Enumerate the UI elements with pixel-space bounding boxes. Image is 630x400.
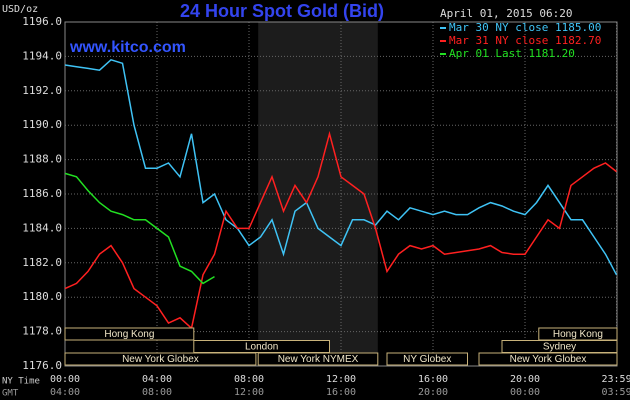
legend-label: Mar 31 NY close 1182.70 bbox=[449, 34, 601, 47]
price-line bbox=[64, 130, 617, 330]
session-box bbox=[257, 352, 379, 366]
y-tick-label: 1182.0 bbox=[22, 256, 62, 269]
x-tick-label: 23:59 bbox=[601, 374, 630, 385]
gmt-tick-label: 12:00 bbox=[234, 387, 264, 398]
x-tick-label: 20:00 bbox=[510, 374, 540, 385]
y-tick-label: 1178.0 bbox=[22, 325, 62, 338]
y-tick-label: 1194.0 bbox=[22, 49, 62, 62]
gmt-tick-label: 16:00 bbox=[326, 387, 356, 398]
price-line bbox=[64, 172, 215, 285]
x-axis-label: NY Time bbox=[2, 377, 40, 387]
session-label: New York Globex bbox=[510, 354, 587, 365]
chart-title: 24 Hour Spot Gold (Bid) bbox=[180, 1, 384, 21]
y-tick-label: 1186.0 bbox=[22, 187, 62, 200]
y-tick-label: 1180.0 bbox=[22, 290, 62, 303]
site-label: www.kitco.com bbox=[69, 39, 186, 56]
y-tick-label: 1192.0 bbox=[22, 84, 62, 97]
session-box bbox=[478, 352, 618, 366]
session-box bbox=[64, 327, 195, 341]
session-box bbox=[64, 352, 257, 366]
x-tick-label: 04:00 bbox=[142, 374, 172, 385]
x-tick-label: 08:00 bbox=[234, 374, 264, 385]
session-label: New York NYMEX bbox=[278, 354, 359, 365]
timestamp: April 01, 2015 06:20 bbox=[440, 7, 572, 20]
y-tick-label: 1196.0 bbox=[22, 15, 62, 28]
gmt-tick-label: 03:59 bbox=[601, 387, 630, 398]
price-line bbox=[64, 58, 618, 276]
gmt-tick-label: 04:00 bbox=[50, 387, 80, 398]
session-label: London bbox=[245, 342, 278, 353]
session-label: NY Globex bbox=[403, 354, 451, 365]
x-tick-label: 00:00 bbox=[50, 374, 80, 385]
session-label: Sydney bbox=[543, 342, 576, 353]
session-label: Hong Kong bbox=[104, 329, 154, 340]
x-axis-label: GMT bbox=[2, 389, 19, 399]
session-label: New York Globex bbox=[122, 354, 199, 365]
x-tick-label: 16:00 bbox=[418, 374, 448, 385]
gmt-tick-label: 08:00 bbox=[142, 387, 172, 398]
y-tick-label: 1176.0 bbox=[22, 359, 62, 372]
y-tick-label: 1190.0 bbox=[22, 118, 62, 131]
y-tick-label: 1188.0 bbox=[22, 153, 62, 166]
legend-label: Mar 30 NY close 1185.00 bbox=[449, 21, 601, 34]
plot-frame bbox=[64, 21, 618, 367]
session-label: Hong Kong bbox=[553, 329, 603, 340]
session-box bbox=[386, 352, 468, 366]
x-tick-label: 12:00 bbox=[326, 374, 356, 385]
gmt-tick-label: 20:00 bbox=[418, 387, 448, 398]
gmt-tick-label: 00:00 bbox=[510, 387, 540, 398]
y-tick-label: 1184.0 bbox=[22, 221, 62, 234]
legend-label: Apr 01 Last 1181.20 bbox=[449, 47, 575, 60]
unit-label: USD/oz bbox=[2, 4, 38, 15]
